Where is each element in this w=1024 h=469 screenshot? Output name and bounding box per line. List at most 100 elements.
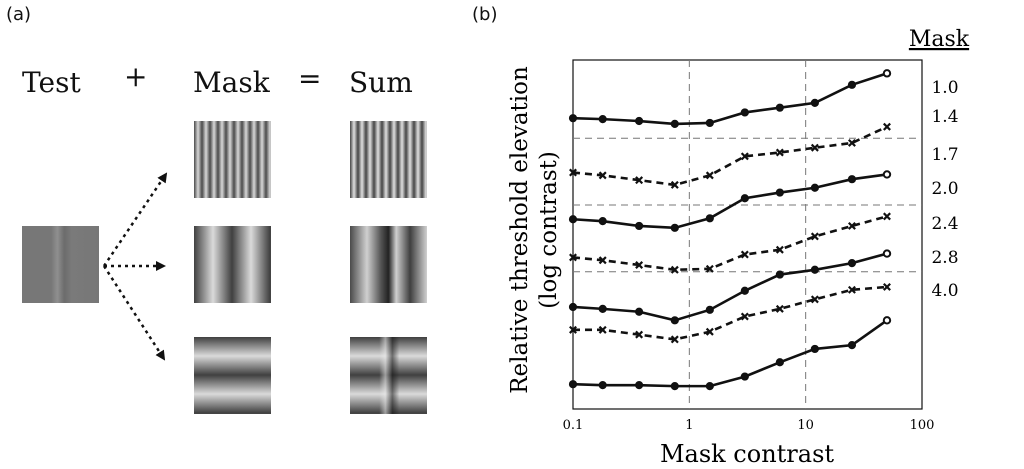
x-tick-1: 1 bbox=[685, 418, 693, 433]
point-2.0-6 bbox=[775, 245, 784, 254]
arrows-layer bbox=[102, 172, 168, 361]
mask-low-frequency-image bbox=[194, 226, 271, 303]
point-1.4-4 bbox=[705, 171, 714, 180]
series-2.4 bbox=[568, 249, 892, 325]
point-4.0-0 bbox=[568, 380, 578, 389]
point-2.0-9 bbox=[883, 212, 891, 221]
series-1.0 bbox=[568, 69, 892, 128]
panel-a-label: (a) bbox=[6, 4, 32, 25]
series-line-2.8 bbox=[573, 285, 888, 341]
point-1.0-2 bbox=[635, 116, 644, 126]
point-1.7-7 bbox=[810, 183, 819, 192]
legend-entry-2.0: 2.0 bbox=[931, 179, 958, 199]
sum-low-frequency-image bbox=[350, 226, 427, 303]
point-2.0-8 bbox=[847, 221, 856, 230]
point-2.4-6 bbox=[775, 270, 784, 279]
legend-entry-1.4: 1.4 bbox=[931, 107, 958, 127]
point-2.8-1 bbox=[598, 325, 607, 334]
series-line-1.4 bbox=[572, 125, 888, 187]
legend-entry-4.0: 4.0 bbox=[931, 281, 958, 301]
series-2.0 bbox=[569, 212, 891, 274]
sum-high-frequency-image bbox=[350, 121, 427, 198]
point-1.7-4 bbox=[705, 214, 714, 223]
x-axis-label: Mask contrast bbox=[660, 440, 834, 468]
point-2.0-2 bbox=[635, 261, 644, 269]
y-axis-label-line2: (log contrast) bbox=[536, 151, 562, 309]
point-4.0-6 bbox=[775, 358, 784, 367]
legend-title: Mask bbox=[909, 27, 970, 52]
point-2.4-8 bbox=[847, 259, 857, 268]
point-2.4-5 bbox=[740, 286, 749, 295]
point-1.7-5 bbox=[740, 194, 749, 203]
point-1.4-9 bbox=[883, 122, 891, 131]
point-1.7-3 bbox=[670, 223, 679, 232]
test-stimulus-image bbox=[22, 226, 99, 303]
point-4.0-5 bbox=[740, 372, 749, 381]
x-tick-labels: 0.1 1 10 100 bbox=[563, 418, 935, 433]
mask-horizontal-image bbox=[194, 337, 271, 414]
point-1.0-5 bbox=[740, 108, 749, 117]
point-2.0-7 bbox=[810, 232, 819, 241]
equals-sign: = bbox=[298, 62, 322, 95]
point-1.4-5 bbox=[740, 152, 749, 161]
series-1.7 bbox=[568, 170, 892, 232]
point-1.0-9 bbox=[882, 69, 892, 78]
panel-b-label: (b) bbox=[472, 4, 498, 25]
series-layer bbox=[568, 69, 892, 391]
test-heading: Test bbox=[22, 66, 81, 99]
point-2.0-1 bbox=[598, 256, 607, 265]
point-2.8-9 bbox=[883, 282, 891, 291]
point-2.0-5 bbox=[740, 250, 749, 259]
point-4.0-7 bbox=[810, 344, 819, 354]
grid-lines bbox=[573, 60, 922, 409]
point-1.4-3 bbox=[670, 180, 679, 189]
point-1.0-7 bbox=[810, 98, 819, 108]
point-4.0-9 bbox=[882, 316, 892, 325]
point-2.8-0 bbox=[569, 325, 577, 334]
series-1.4 bbox=[569, 122, 891, 189]
x-tick-100: 100 bbox=[910, 418, 935, 433]
point-4.0-4 bbox=[705, 382, 714, 391]
point-2.8-7 bbox=[810, 295, 819, 304]
legend-entry-2.4: 2.4 bbox=[931, 214, 958, 234]
point-2.4-0 bbox=[568, 302, 578, 312]
sum-heading: Sum bbox=[349, 66, 413, 99]
point-2.0-4 bbox=[705, 264, 714, 273]
point-2.8-3 bbox=[670, 335, 679, 344]
point-2.4-4 bbox=[705, 305, 714, 314]
series-line-1.0 bbox=[572, 72, 888, 126]
point-1.4-0 bbox=[569, 168, 577, 177]
point-1.7-1 bbox=[598, 217, 607, 226]
legend-entry-2.8: 2.8 bbox=[931, 248, 958, 268]
point-1.7-0 bbox=[568, 215, 578, 224]
point-2.8-2 bbox=[635, 330, 644, 339]
point-2.4-1 bbox=[598, 304, 607, 313]
point-1.7-6 bbox=[775, 188, 784, 197]
series-line-2.0 bbox=[572, 215, 888, 272]
point-2.8-4 bbox=[705, 327, 714, 336]
series-2.8 bbox=[569, 282, 891, 344]
point-1.7-9 bbox=[882, 170, 892, 179]
series-line-2.4 bbox=[572, 252, 888, 322]
point-1.0-1 bbox=[598, 115, 607, 124]
plot-frame bbox=[572, 59, 923, 410]
point-2.4-2 bbox=[635, 307, 644, 316]
legend-entry-1.0: 1.0 bbox=[931, 78, 958, 98]
arrow-up bbox=[102, 172, 168, 267]
plus-sign: + bbox=[124, 60, 148, 93]
mask-heading: Mask bbox=[193, 66, 270, 99]
point-1.4-1 bbox=[598, 171, 607, 180]
point-2.8-5 bbox=[740, 312, 749, 321]
point-1.4-2 bbox=[635, 176, 644, 185]
point-1.0-3 bbox=[670, 119, 679, 128]
point-1.7-2 bbox=[635, 221, 644, 231]
point-4.0-1 bbox=[598, 381, 607, 390]
point-2.4-3 bbox=[670, 316, 679, 325]
sum-horizontal-image bbox=[350, 337, 427, 414]
point-1.0-8 bbox=[847, 80, 857, 89]
point-2.0-3 bbox=[670, 265, 679, 274]
point-4.0-8 bbox=[847, 341, 857, 350]
arrow-down bbox=[102, 265, 166, 361]
series-line-1.7 bbox=[572, 173, 888, 230]
